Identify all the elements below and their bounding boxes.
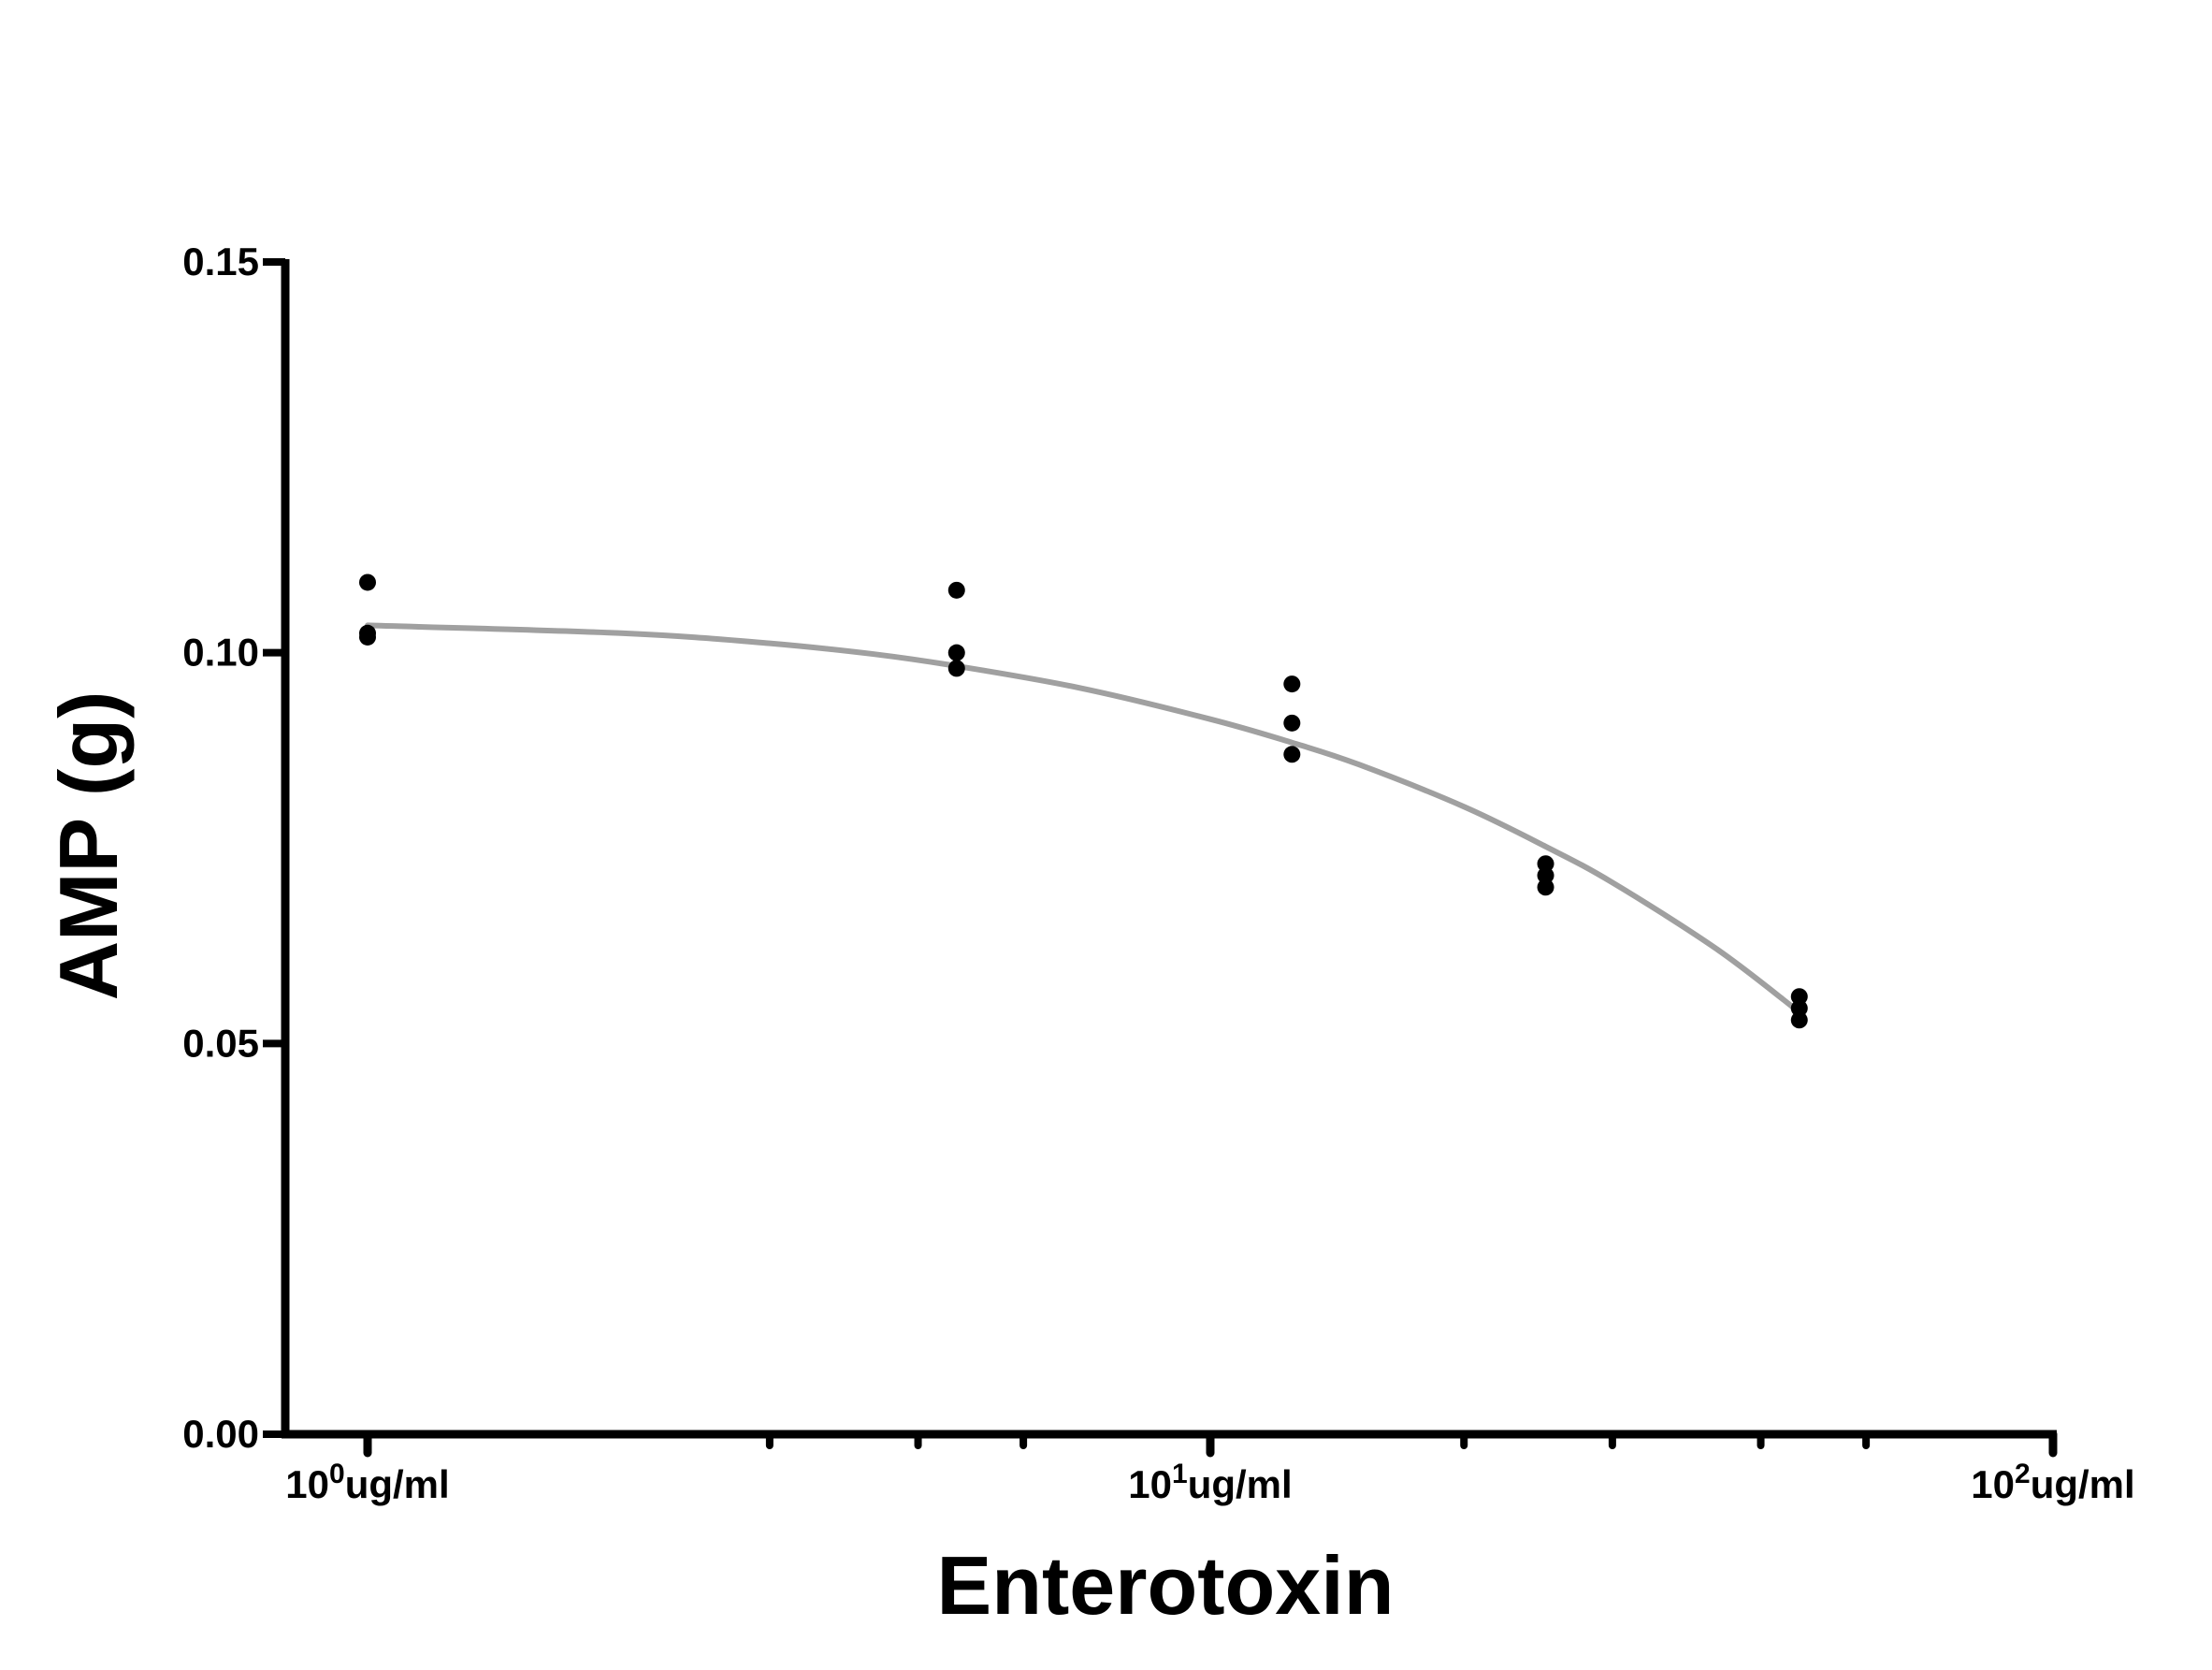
- data-point: [1537, 855, 1554, 873]
- fit-curve-line: [365, 622, 1802, 1015]
- data-point: [359, 574, 376, 591]
- x-tick-unit: ug/ml: [345, 1462, 450, 1506]
- data-point: [1283, 714, 1301, 732]
- x-tick-label: 101ug/ml: [1128, 1459, 1292, 1506]
- data-point: [1790, 1011, 1808, 1029]
- x-tick-unit: ug/ml: [2031, 1462, 2135, 1506]
- x-tick-base: 10: [1128, 1462, 1172, 1506]
- data-point: [947, 660, 965, 677]
- x-axis-title: Enterotoxin: [937, 1539, 1395, 1632]
- y-tick-label: 0.05: [182, 1021, 259, 1065]
- x-tick-label: 100ug/ml: [285, 1459, 449, 1506]
- data-point: [359, 628, 376, 646]
- y-tick-label: 0.00: [182, 1412, 259, 1456]
- data-point: [947, 581, 965, 599]
- x-tick-base: 10: [1971, 1462, 2015, 1506]
- x-tick-label: 102ug/ml: [1971, 1459, 2134, 1506]
- data-point: [1790, 988, 1808, 1006]
- x-tick-exponent: 0: [329, 1459, 345, 1489]
- y-axis-title: AMP (g): [42, 691, 135, 1001]
- data-point: [947, 644, 965, 661]
- fit-curve-layer: [365, 622, 1802, 1015]
- x-tick-exponent: 1: [1172, 1459, 1188, 1489]
- data-points-layer: [359, 574, 1808, 1029]
- axes-layer: [263, 258, 2058, 1458]
- x-tick-unit: ug/ml: [1188, 1462, 1293, 1506]
- data-point: [1537, 866, 1554, 884]
- data-point: [1283, 675, 1301, 693]
- y-tick-label: 0.10: [182, 631, 259, 675]
- x-tick-exponent: 2: [2015, 1459, 2031, 1489]
- data-point: [1283, 746, 1301, 763]
- data-point: [1790, 999, 1808, 1017]
- x-tick-base: 10: [285, 1462, 329, 1506]
- y-tick-label: 0.15: [182, 240, 259, 283]
- data-point: [1537, 879, 1554, 896]
